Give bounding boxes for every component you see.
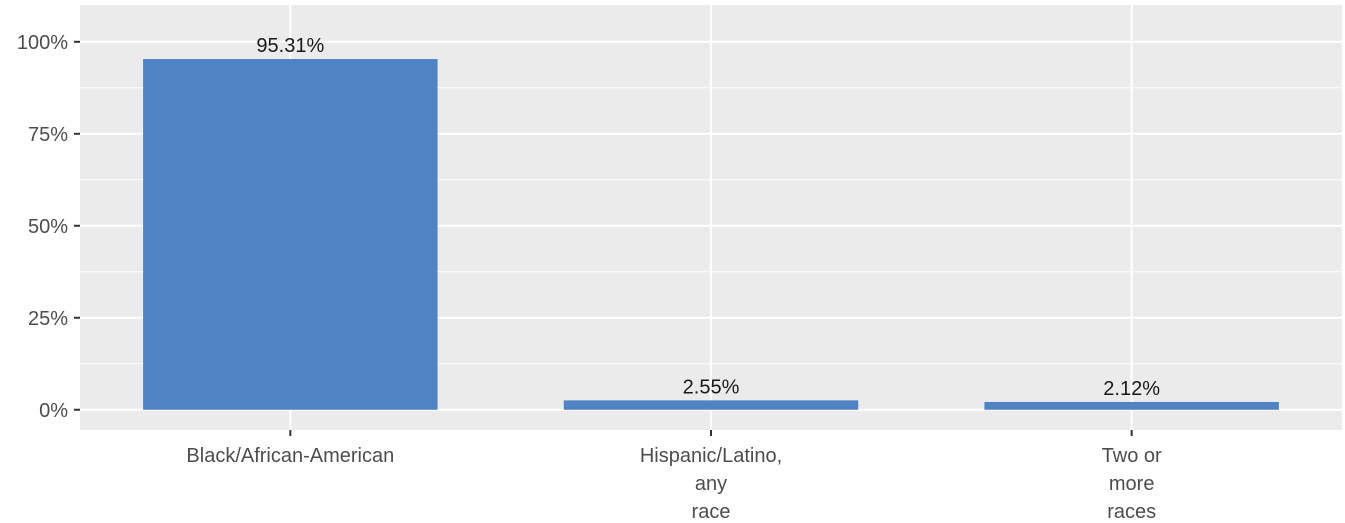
bar xyxy=(143,59,438,410)
x-tick-label: any xyxy=(695,473,727,495)
x-tick-label: races xyxy=(1107,501,1156,523)
bar xyxy=(984,401,1279,410)
bars xyxy=(143,59,1279,410)
data-label: 2.55% xyxy=(683,376,740,398)
y-axis: 0% 25% 50% 75% 100% xyxy=(17,32,80,422)
data-label: 95.31% xyxy=(256,35,324,57)
bar xyxy=(563,400,859,410)
y-tick-label: 75% xyxy=(28,124,68,146)
x-tick-label: race xyxy=(692,501,731,523)
x-tick-label: Hispanic/Latino, xyxy=(640,445,782,467)
y-tick-label: 50% xyxy=(28,216,68,238)
x-axis: Black/African-American Hispanic/Latino, an… xyxy=(186,430,1162,523)
y-tick-label: 0% xyxy=(39,400,68,422)
x-tick-label: more xyxy=(1109,473,1155,495)
data-labels: 95.31% 2.55% 2.12% xyxy=(256,35,1160,400)
y-tick-label: 100% xyxy=(17,32,68,54)
data-label: 2.12% xyxy=(1103,378,1160,400)
y-tick-label: 25% xyxy=(28,308,68,330)
x-tick-label: Two or xyxy=(1102,445,1162,467)
x-tick-label: Black/African-American xyxy=(186,445,394,467)
